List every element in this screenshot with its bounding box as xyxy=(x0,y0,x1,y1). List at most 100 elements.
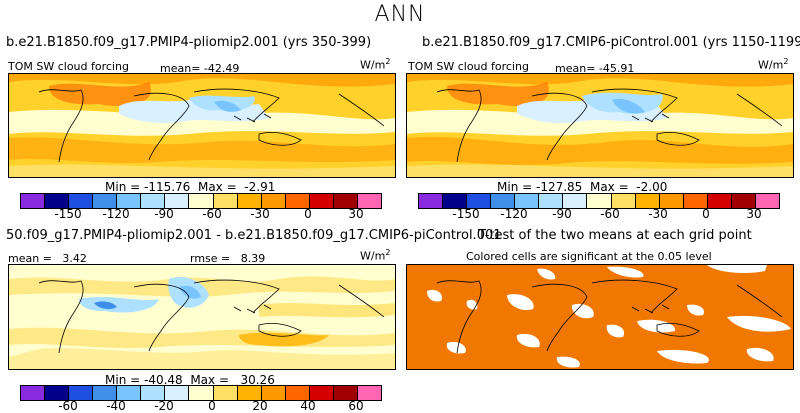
panel3-colorbar-swatch xyxy=(213,386,238,400)
panel1-tick: 30 xyxy=(348,207,364,221)
panel2-tick: -90 xyxy=(552,207,572,221)
panel1-mean-label: mean= xyxy=(160,62,201,75)
panel3-mean-label: mean = xyxy=(8,252,52,265)
panel3-rmse: rmse = 8.39 xyxy=(190,252,265,265)
panel2-colorbar-swatch xyxy=(443,194,468,208)
panel1-tick: -60 xyxy=(202,207,222,221)
panel2-units-sup: 2 xyxy=(783,57,789,66)
panel1-colorbar-swatch xyxy=(165,194,190,208)
panel1-colorbar-ticks: -150 -120 -90 -60 -30 0 30 xyxy=(20,207,380,223)
panel1-units-text: W/m xyxy=(360,58,386,72)
panel1-colorbar-swatch xyxy=(21,194,46,208)
panel3-mean-value: 3.42 xyxy=(62,252,87,265)
panel4-title: T-test of the two means at each grid poi… xyxy=(478,228,752,243)
panel3-colorbar-swatch xyxy=(141,386,166,400)
panel3-min-value: -40.48 xyxy=(144,373,183,387)
panel3-colorbar-swatch xyxy=(21,386,46,400)
panel3-colorbar-swatch xyxy=(117,386,142,400)
panel2-mean-label: mean= xyxy=(555,62,596,75)
panel3-colorbar-swatch xyxy=(285,386,310,400)
panel2-colorbar-swatch xyxy=(539,194,564,208)
panel1-tick: -90 xyxy=(154,207,174,221)
panel2-colorbar-swatch xyxy=(659,194,684,208)
panel1-min-label: Min = xyxy=(105,180,141,194)
panel3-colorbar-swatch xyxy=(357,386,381,400)
panel3-mean: mean = 3.42 xyxy=(8,252,87,265)
panel3-rmse-label: rmse = xyxy=(190,252,231,265)
panel4-map-svg xyxy=(407,265,793,369)
panel1-mean: mean= -42.49 xyxy=(160,62,239,75)
panel3-colorbar-swatch xyxy=(45,386,70,400)
panel4-subtitle: Colored cells are significant at the 0.0… xyxy=(466,250,712,263)
panel2-colorbar-swatch xyxy=(587,194,612,208)
page-title: ANN xyxy=(374,2,426,27)
panel2-tick: 30 xyxy=(746,207,762,221)
panel2-max-label: Max = xyxy=(589,180,629,194)
panel1-tick: -30 xyxy=(250,207,270,221)
panel2-mean: mean= -45.91 xyxy=(555,62,634,75)
panel2-colorbar-swatch xyxy=(563,194,588,208)
panel3-tick: 20 xyxy=(252,399,268,413)
panel3-units: W/m2 xyxy=(360,248,390,263)
panel3-colorbar-swatch xyxy=(237,386,262,400)
panel2-map-svg xyxy=(407,74,793,177)
panel1-min-value: -115.76 xyxy=(144,180,191,194)
panel1-mean-value: -42.49 xyxy=(203,62,240,75)
panel3-tick: -40 xyxy=(106,399,126,413)
panel2-colorbar-ticks: -150 -120 -90 -60 -30 0 30 xyxy=(418,207,778,223)
panel2-colorbar-swatch xyxy=(515,194,540,208)
panel2-colorbar-swatch xyxy=(755,194,779,208)
panel2-colorbar-swatch xyxy=(491,194,516,208)
panel1-colorbar-swatch xyxy=(285,194,310,208)
panel1-max-value: -2.91 xyxy=(244,180,276,194)
panel2-colorbar-swatch xyxy=(731,194,756,208)
panel3-colorbar-swatch xyxy=(165,386,190,400)
panel2-colorbar-swatch xyxy=(707,194,732,208)
panel2-minmax: Min = -127.85 Max = -2.00 xyxy=(497,180,667,194)
panel2-colorbar-swatch xyxy=(467,194,492,208)
panel1-colorbar-swatch xyxy=(69,194,94,208)
panel1-colorbar-swatch xyxy=(261,194,286,208)
panel1-colorbar-swatch xyxy=(237,194,262,208)
panel2-colorbar xyxy=(418,193,780,209)
panel2-max-value: -2.00 xyxy=(636,180,668,194)
panel2-units: W/m2 xyxy=(758,57,788,72)
panel2-tick: 0 xyxy=(702,207,710,221)
panel1-tick: 0 xyxy=(304,207,312,221)
panel2-colorbar-swatch xyxy=(635,194,660,208)
panel2-min-value: -127.85 xyxy=(536,180,583,194)
panel1-colorbar-swatch xyxy=(117,194,142,208)
panel1-colorbar-swatch xyxy=(213,194,238,208)
panel3-colorbar xyxy=(20,385,382,401)
panel1-colorbar-swatch xyxy=(93,194,118,208)
panel2-colorbar-swatch xyxy=(611,194,636,208)
panel4-map xyxy=(406,264,794,370)
panel1-colorbar-swatch xyxy=(189,194,214,208)
panel2-units-text: W/m xyxy=(758,58,784,72)
panel1-tick: -120 xyxy=(102,207,130,221)
panel3-units-sup: 2 xyxy=(385,248,391,257)
panel1-units-sup: 2 xyxy=(385,57,391,66)
panel3-tick: 40 xyxy=(300,399,316,413)
panel3-colorbar-swatch xyxy=(261,386,286,400)
panel2-map xyxy=(406,73,794,178)
panel1-title: b.e21.B1850.f09_g17.PMIP4-pliomip2.001 (… xyxy=(6,35,372,50)
panel3-colorbar-swatch xyxy=(69,386,94,400)
panel1-map xyxy=(8,73,396,178)
panel1-map-svg xyxy=(9,74,395,177)
panel3-minmax: Min = -40.48 Max = 30.26 xyxy=(105,373,275,387)
panel3-units-text: W/m xyxy=(360,249,386,263)
panel2-mean-value: -45.91 xyxy=(598,62,635,75)
panel3-tick: 60 xyxy=(348,399,364,413)
panel1-colorbar-swatch xyxy=(45,194,70,208)
panel1-colorbar-swatch xyxy=(309,194,334,208)
panel3-tick: -60 xyxy=(58,399,78,413)
panel2-tick: -30 xyxy=(648,207,668,221)
panel2-tick: -60 xyxy=(600,207,620,221)
panel3-tick: -20 xyxy=(154,399,174,413)
panel3-min-label: Min = xyxy=(105,373,141,387)
panel3-colorbar-swatch xyxy=(93,386,118,400)
panel1-minmax: Min = -115.76 Max = -2.91 xyxy=(105,180,275,194)
panel2-title: b.e21.B1850.f09_g17.CMIP6-piControl.001 … xyxy=(422,35,800,50)
panel2-colorbar-swatch xyxy=(683,194,708,208)
